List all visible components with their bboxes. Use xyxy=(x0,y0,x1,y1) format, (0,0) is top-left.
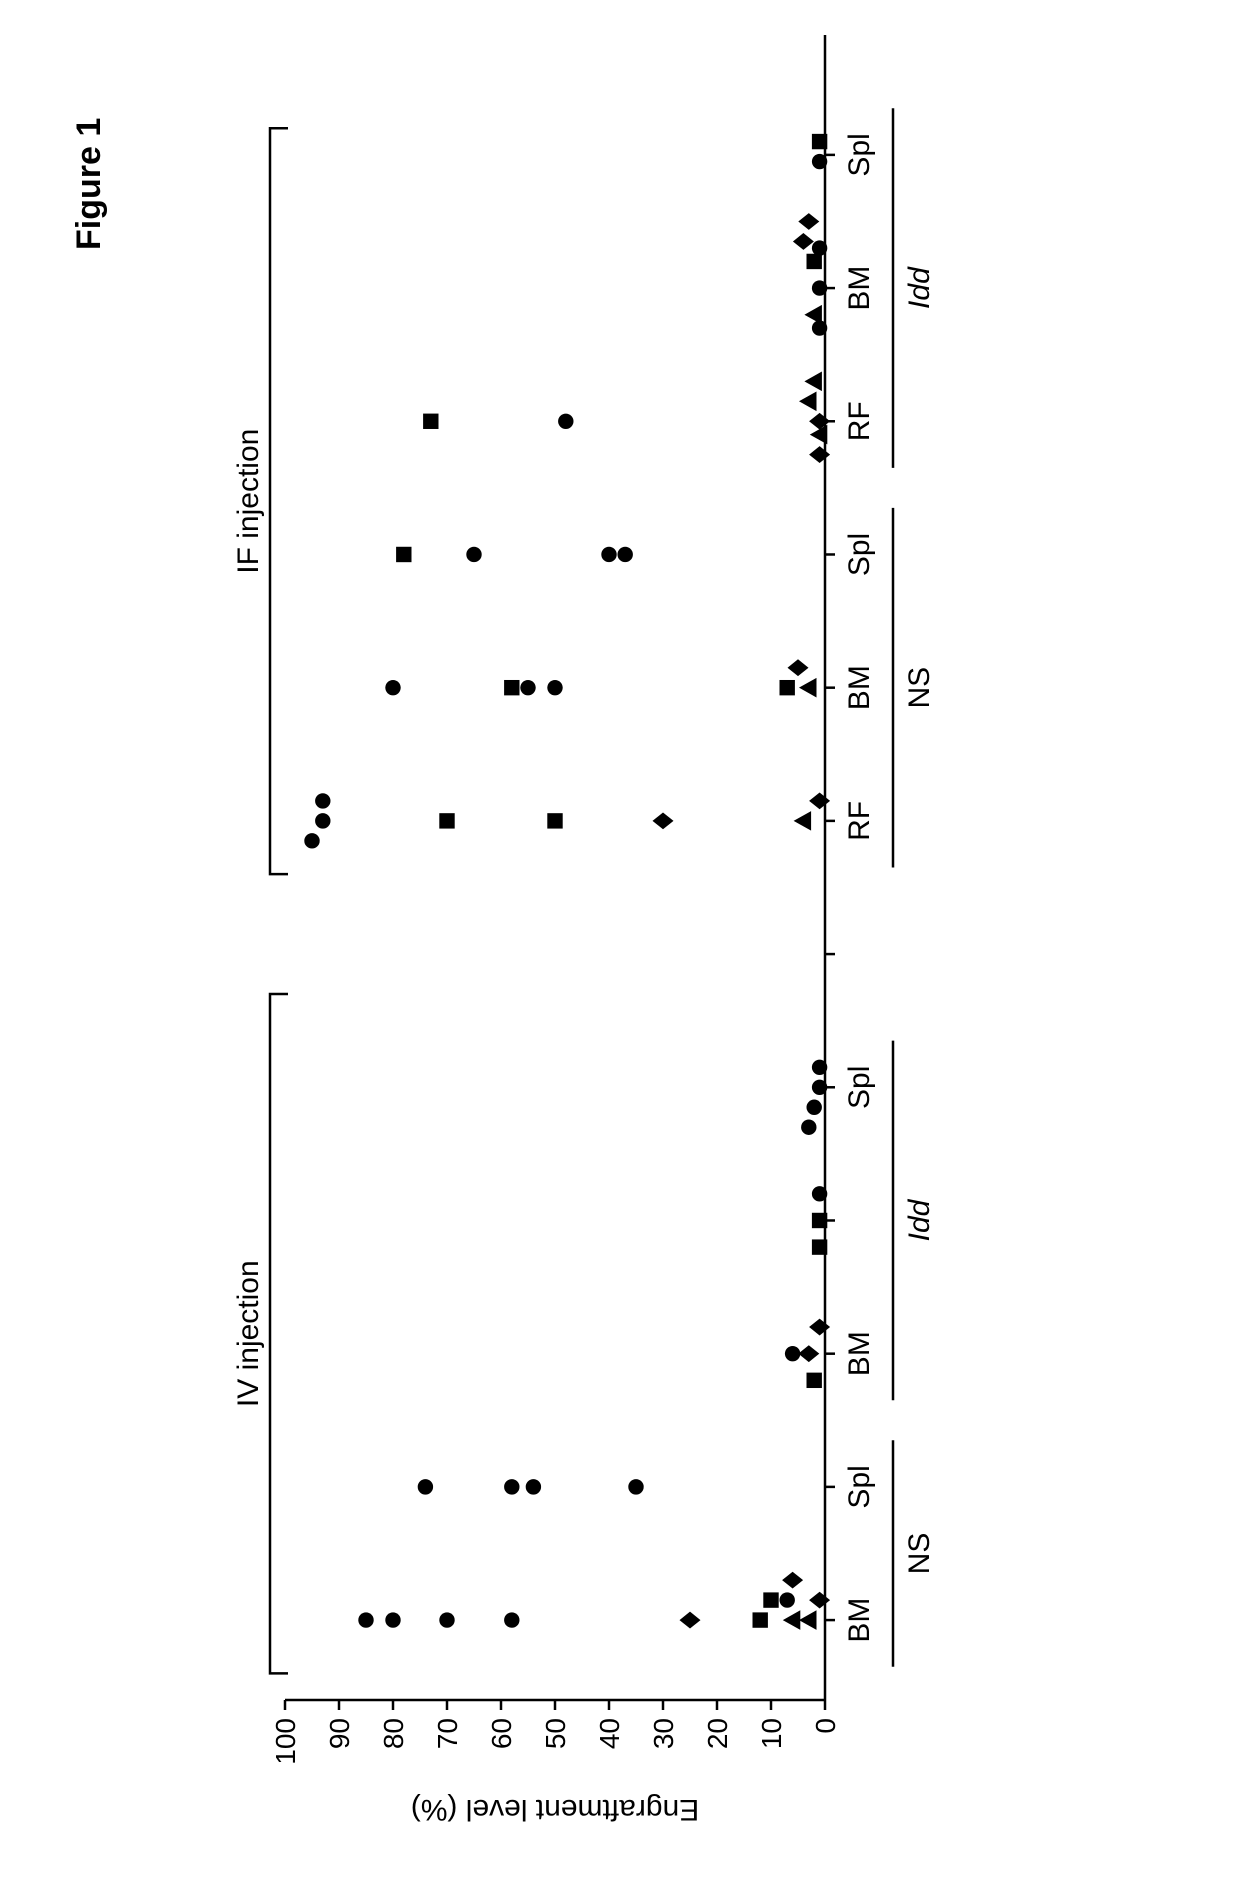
datapoint-diamond xyxy=(809,1592,830,1609)
figure-title: Figure 1 xyxy=(70,30,110,250)
category-label: BM xyxy=(843,1331,876,1376)
datapoint-circle xyxy=(812,1186,827,1201)
category-label: Spl xyxy=(843,1066,876,1109)
category-label: Spl xyxy=(843,1465,876,1508)
category-label: Spl xyxy=(843,133,876,176)
datapoint-circle xyxy=(812,280,827,295)
datapoint-circle xyxy=(807,1100,822,1115)
page: Figure 1 0 10 20 30 40 50 60 70 80 90 100 Engraftme… xyxy=(0,0,1240,1894)
datapoint-circle xyxy=(628,1479,643,1494)
y-tick-label: 70 xyxy=(432,1718,463,1749)
datapoint-circle xyxy=(812,1060,827,1075)
y-tick-label: 40 xyxy=(594,1718,625,1749)
datapoint-square xyxy=(807,254,822,269)
datapoint-circle xyxy=(504,1479,519,1494)
datapoint-square xyxy=(812,134,827,149)
datapoint-circle xyxy=(547,680,562,695)
datapoint-triangle xyxy=(799,392,817,412)
subgroup-label: Idd xyxy=(903,1198,936,1241)
datapoint-circle xyxy=(520,680,535,695)
datapoint-square xyxy=(504,680,519,695)
datapoint-circle xyxy=(466,547,481,562)
datapoint-circle xyxy=(618,547,633,562)
datapoint-square xyxy=(812,1239,827,1254)
y-tick-label: 100 xyxy=(270,1718,301,1765)
datapoint-diamond xyxy=(809,793,830,810)
datapoint-diamond xyxy=(782,1572,803,1589)
datapoint-diamond xyxy=(788,659,809,676)
y-tick-label: 20 xyxy=(702,1718,733,1749)
datapoint-circle xyxy=(812,320,827,335)
datapoint-circle xyxy=(418,1479,433,1494)
y-tick-label: 30 xyxy=(648,1718,679,1749)
y-tick-label: 60 xyxy=(486,1718,517,1749)
datapoint-circle xyxy=(812,240,827,255)
datapoint-triangle xyxy=(794,811,812,831)
group-title: IF injection xyxy=(235,429,265,574)
datapoint-square xyxy=(439,813,454,828)
datapoint-triangle xyxy=(799,678,817,698)
category-label: BM xyxy=(843,665,876,710)
category-label: Spl xyxy=(843,533,876,576)
datapoint-circle xyxy=(812,154,827,169)
y-tick-label: 10 xyxy=(756,1718,787,1749)
datapoint-circle xyxy=(358,1612,373,1627)
datapoint-square xyxy=(807,1373,822,1388)
datapoint-circle xyxy=(385,1612,400,1627)
datapoint-square xyxy=(780,680,795,695)
datapoint-square xyxy=(547,813,562,828)
group-bracket xyxy=(270,128,288,874)
y-tick-label: 50 xyxy=(540,1718,571,1749)
datapoint-square xyxy=(753,1612,768,1627)
datapoint-diamond xyxy=(798,213,819,230)
datapoint-square xyxy=(396,547,411,562)
datapoint-diamond xyxy=(793,233,814,250)
y-tick-label: 80 xyxy=(378,1718,409,1749)
datapoint-circle xyxy=(812,1080,827,1095)
y-tick-label: 90 xyxy=(324,1718,355,1749)
datapoint-square xyxy=(763,1592,778,1607)
subgroup-label: Idd xyxy=(903,266,936,309)
category-label: BM xyxy=(843,266,876,311)
scatter-chart: 0 10 20 30 40 50 60 70 80 90 100 Engraftment level … xyxy=(235,5,1005,1885)
datapoint-circle xyxy=(385,680,400,695)
datapoint-circle xyxy=(601,547,616,562)
subgroup-label: NS xyxy=(903,1533,936,1575)
chart-container: 0 10 20 30 40 50 60 70 80 90 100 Engraftment level … xyxy=(235,5,1005,1885)
datapoint-circle xyxy=(780,1592,795,1607)
datapoint-triangle xyxy=(804,372,822,392)
datapoint-circle xyxy=(315,793,330,808)
group-bracket xyxy=(270,994,288,1673)
datapoint-circle xyxy=(558,414,573,429)
datapoint-diamond xyxy=(809,446,830,463)
datapoint-circle xyxy=(315,813,330,828)
category-label: RF xyxy=(843,801,876,841)
y-tick-label: 0 xyxy=(810,1718,841,1734)
datapoint-diamond xyxy=(809,1319,830,1336)
datapoint-square xyxy=(812,1213,827,1228)
group-title: IV injection xyxy=(235,1260,265,1407)
datapoint-triangle xyxy=(799,1610,817,1630)
datapoint-diamond xyxy=(653,812,674,829)
datapoint-circle xyxy=(504,1612,519,1627)
datapoint-circle xyxy=(801,1120,816,1135)
datapoint-square xyxy=(423,414,438,429)
datapoint-circle xyxy=(304,833,319,848)
category-label: RF xyxy=(843,401,876,441)
category-label: BM xyxy=(843,1598,876,1643)
subgroup-label: NS xyxy=(903,667,936,709)
y-axis-label: Engraftment level (%) xyxy=(411,1793,699,1826)
datapoint-diamond xyxy=(798,1345,819,1362)
datapoint-circle xyxy=(526,1479,541,1494)
datapoint-circle xyxy=(785,1346,800,1361)
datapoint-triangle xyxy=(783,1610,801,1630)
datapoint-circle xyxy=(439,1612,454,1627)
datapoint-diamond xyxy=(680,1612,701,1629)
